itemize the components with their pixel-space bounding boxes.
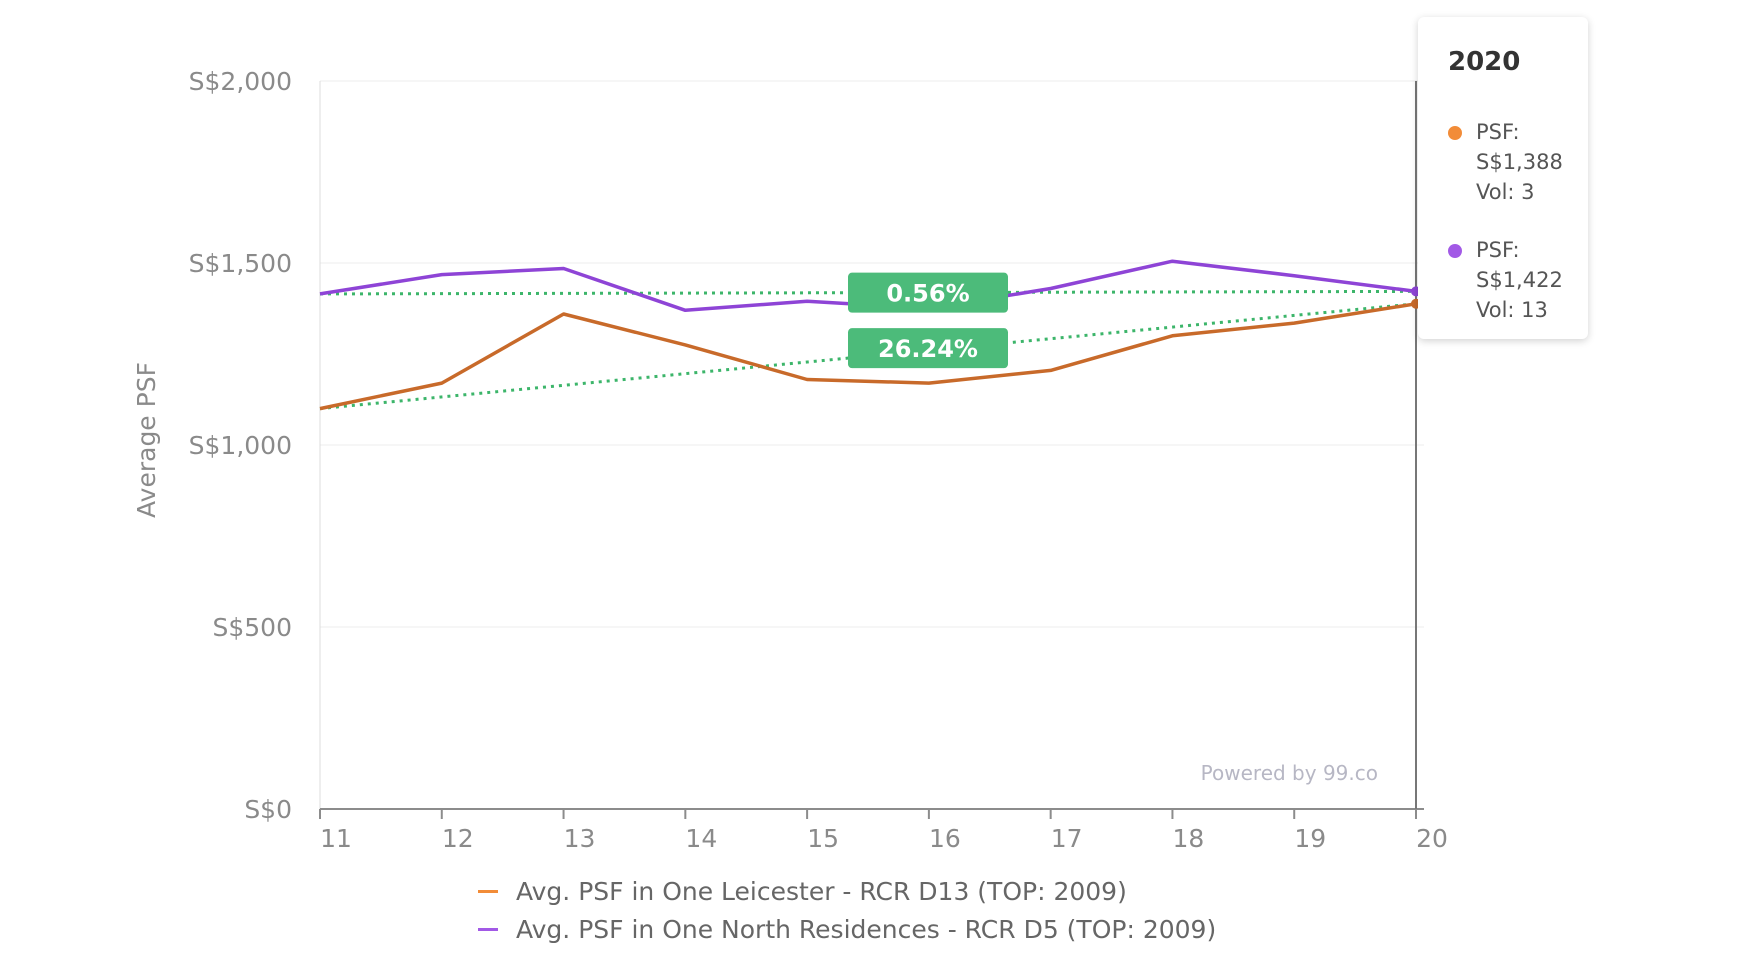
watermark: Powered by 99.co xyxy=(1201,761,1378,785)
trend-badges: 26.24% 0.56% xyxy=(848,272,1008,369)
tooltip-psf-value: S$1,388 xyxy=(1476,150,1563,174)
legend-label-north: Avg. PSF in One North Residences - RCR D… xyxy=(516,914,1217,944)
tooltip-entry-leicester: PSF: S$1,388 Vol: 3 xyxy=(1448,117,1563,207)
x-tick-label: 14 xyxy=(685,824,717,853)
x-tick-label: 17 xyxy=(1051,824,1083,853)
y-tick-label: S$2,000 xyxy=(189,67,292,96)
x-tick-label: 16 xyxy=(929,824,961,853)
legend-swatch-north xyxy=(478,927,498,931)
tooltip-psf-label: PSF: xyxy=(1476,120,1520,144)
gridlines xyxy=(320,80,1424,628)
x-tick-label: 11 xyxy=(320,824,352,853)
trend-badge xyxy=(848,328,1008,369)
x-tick-label: 13 xyxy=(564,824,596,853)
tooltip-entry-north: PSF: S$1,422 Vol: 13 xyxy=(1448,235,1563,325)
y-tick-label: S$1,500 xyxy=(189,249,292,278)
trendlines xyxy=(319,289,1417,411)
axes: S$0 S$500 S$1,000 S$1,500 S$2,000 11 12 13 14 15 1… xyxy=(189,67,1448,853)
trend-badge-label: 26.24% xyxy=(878,335,978,363)
legend: Avg. PSF in One Leicester - RCR D13 (TOP… xyxy=(478,872,1216,948)
y-tick-label: S$0 xyxy=(244,795,292,824)
tooltip-vol: Vol: 3 xyxy=(1476,180,1535,204)
trend-badge-label: 0.56% xyxy=(886,280,969,308)
legend-item-leicester[interactable]: Avg. PSF in One Leicester - RCR D13 (TOP… xyxy=(478,872,1216,910)
x-tick-label: 20 xyxy=(1416,824,1448,853)
y-tick-label: S$500 xyxy=(213,613,293,642)
tooltip: 2020 PSF: S$1,388 Vol: 3 PSF: S$1,422 Vo… xyxy=(1418,17,1588,339)
series-line xyxy=(319,302,1417,411)
x-tick-label: 19 xyxy=(1294,824,1326,853)
tooltip-dot-leicester xyxy=(1448,126,1462,140)
tooltip-psf-value: S$1,422 xyxy=(1476,268,1563,292)
trend-badge xyxy=(848,272,1008,313)
legend-swatch-leicester xyxy=(478,889,498,893)
y-tick-label: S$1,000 xyxy=(189,431,292,460)
x-tick-label: 18 xyxy=(1173,824,1205,853)
tooltip-psf-label: PSF: xyxy=(1476,238,1520,262)
tooltip-title: 2020 xyxy=(1448,47,1521,77)
y-axis-title: Average PSF xyxy=(132,362,161,518)
x-tick-label: 15 xyxy=(807,824,839,853)
x-tick-label: 12 xyxy=(442,824,474,853)
legend-item-north[interactable]: Avg. PSF in One North Residences - RCR D… xyxy=(478,910,1216,948)
legend-label-leicester: Avg. PSF in One Leicester - RCR D13 (TOP… xyxy=(516,876,1127,906)
tooltip-vol: Vol: 13 xyxy=(1476,298,1548,322)
trendline xyxy=(319,289,1417,296)
tooltip-dot-north xyxy=(1448,244,1462,258)
